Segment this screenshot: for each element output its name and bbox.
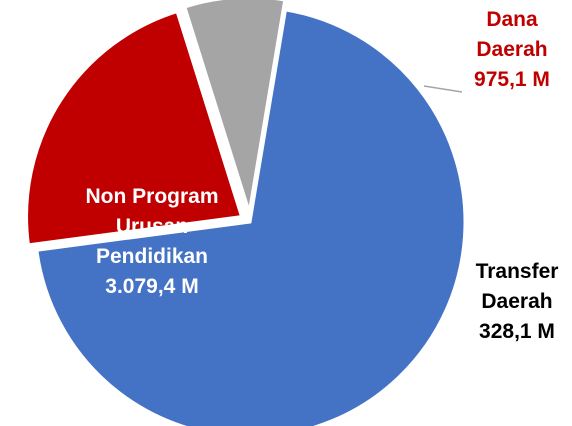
pie-slice: [35, 8, 467, 426]
value-label: 975,1 M: [474, 68, 550, 91]
category-label: Non Program Urusan Pendidikan: [85, 185, 219, 268]
pie-slice: [25, 9, 244, 247]
data-label: Dana Daerah 975,1 M: [462, 5, 562, 95]
value-label: 328,1 M: [479, 320, 555, 343]
value-label: 3.079,4 M: [105, 275, 199, 298]
data-label: Non Program Urusan Pendidikan 3.079,4 M: [77, 182, 227, 302]
category-label: Transfer Daerah: [475, 260, 559, 313]
category-label: Dana Daerah: [476, 8, 548, 61]
leader-line: [423, 85, 463, 93]
pie-slice: [182, 0, 287, 213]
data-label: Transfer Daerah 328,1 M: [462, 257, 572, 347]
